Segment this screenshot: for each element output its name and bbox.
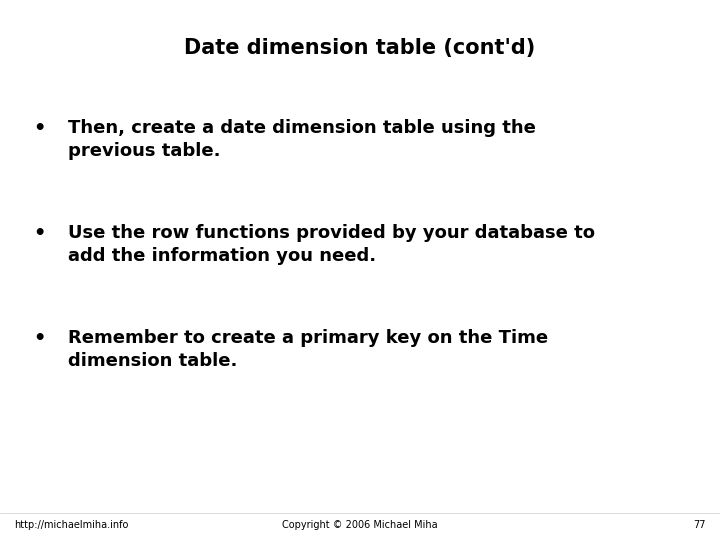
Text: Copyright © 2006 Michael Miha: Copyright © 2006 Michael Miha bbox=[282, 520, 438, 530]
Text: Date dimension table (cont'd): Date dimension table (cont'd) bbox=[184, 38, 536, 58]
Text: •: • bbox=[33, 119, 46, 138]
Text: http://michaelmiha.info: http://michaelmiha.info bbox=[14, 520, 129, 530]
Text: Use the row functions provided by your database to
add the information you need.: Use the row functions provided by your d… bbox=[68, 224, 595, 265]
Text: 77: 77 bbox=[693, 520, 706, 530]
Text: •: • bbox=[33, 329, 46, 348]
Text: Then, create a date dimension table using the
previous table.: Then, create a date dimension table usin… bbox=[68, 119, 536, 160]
Text: •: • bbox=[33, 224, 46, 243]
Text: Remember to create a primary key on the Time
dimension table.: Remember to create a primary key on the … bbox=[68, 329, 549, 370]
